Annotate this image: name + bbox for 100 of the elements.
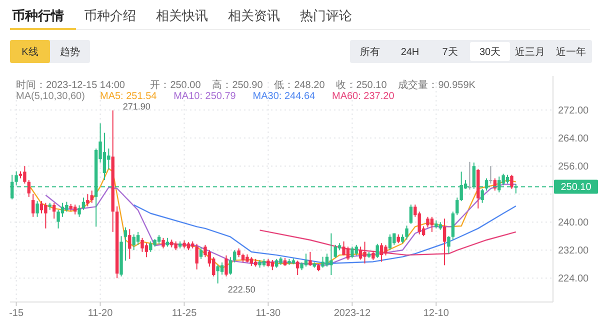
annotation: 开：250.00 — [150, 80, 202, 91]
candlestick — [346, 246, 350, 260]
candlestick — [199, 246, 203, 260]
text: 相关资讯 — [228, 8, 280, 23]
candlestick — [224, 254, 228, 277]
candlestick — [426, 216, 430, 228]
text: 币种介绍 — [84, 8, 136, 23]
legend-title: MA(5,10,30,60) — [16, 91, 85, 102]
candlestick — [376, 243, 379, 258]
candlestick — [296, 260, 300, 276]
text: 24H — [400, 47, 420, 58]
text: MA5: 251.54 — [100, 91, 158, 102]
line-series — [133, 204, 517, 264]
candlestick — [456, 197, 459, 216]
candlestick — [342, 240, 346, 256]
candlestick — [321, 256, 324, 268]
candlestick — [31, 194, 35, 218]
annotation: 时间：2023-12-15 14:00 — [16, 79, 126, 91]
ref-line-label: 250.10 — [560, 182, 592, 194]
x-tick-label: 11-30 — [256, 308, 282, 319]
candlestick — [468, 161, 472, 190]
y-tick-label: 256.00 — [558, 162, 590, 173]
candlestick — [233, 250, 236, 263]
y-tick-label: 264.00 — [558, 134, 590, 145]
candlestick — [136, 231, 140, 246]
candlestick — [102, 132, 106, 181]
candlestick — [52, 202, 56, 220]
candlestick — [358, 246, 362, 260]
candlestick — [480, 188, 484, 204]
annotation: 低：248.20 — [274, 80, 326, 91]
text: 7天 — [442, 47, 458, 58]
candlestick — [350, 246, 354, 258]
x-tick-label: 11-25 — [172, 308, 198, 319]
candlestick — [405, 225, 408, 240]
candlestick — [380, 242, 384, 262]
candlestick — [107, 148, 110, 170]
text: 相关快讯 — [156, 8, 208, 23]
annotation: 高：250.90 — [212, 79, 264, 91]
text: 所有 — [360, 46, 380, 58]
candlestick — [90, 190, 94, 204]
candlestick — [73, 204, 77, 215]
line-series — [259, 230, 517, 256]
y-tick-label: 272.00 — [558, 106, 590, 117]
candlestick — [27, 180, 30, 198]
annotation: 271.90 — [122, 101, 150, 112]
candlestick — [140, 237, 144, 252]
annotation: 222.50 — [228, 284, 256, 294]
candlestick — [40, 200, 44, 214]
text: MA60: 237.20 — [332, 91, 395, 102]
candlestick — [124, 226, 128, 262]
candlestick — [270, 259, 274, 271]
x-tick-label: 11-20 — [88, 308, 114, 319]
candlestick — [409, 204, 413, 224]
candlestick — [44, 202, 48, 229]
y-tick-label: 224.00 — [558, 274, 590, 285]
text: 热门评论 — [300, 8, 352, 23]
x-tick-label: 12-10 — [423, 308, 450, 319]
candlestick — [14, 170, 18, 186]
candlestick — [510, 174, 514, 190]
candlestick — [363, 241, 366, 264]
y-tick-label: 240.00 — [558, 218, 590, 229]
x-tick-label: -15 — [9, 308, 24, 319]
text: MA30: 244.64 — [252, 91, 316, 102]
candlestick — [308, 251, 312, 266]
candlestick — [384, 244, 388, 256]
text: 30天 — [479, 47, 501, 58]
text: 币种行情 — [11, 8, 64, 23]
candlestick — [162, 237, 165, 249]
candlestick — [228, 256, 232, 276]
text: K线 — [22, 46, 38, 58]
candlestick — [149, 240, 152, 252]
candlestick — [36, 200, 39, 218]
candlestick — [144, 242, 148, 258]
text: 近一年 — [556, 46, 586, 58]
annotation: 收：250.10 — [336, 80, 388, 91]
candlestick — [195, 243, 198, 270]
candlestick — [430, 216, 434, 232]
candlestick — [442, 218, 446, 266]
y-tick-label: 232.00 — [558, 246, 590, 257]
annotation: 成交量：90.959K — [398, 79, 476, 91]
candlestick — [447, 236, 450, 254]
candlestick — [65, 201, 68, 212]
candlestick — [334, 244, 337, 258]
candlestick — [372, 250, 375, 260]
text: MA10: 250.79 — [174, 91, 236, 102]
candlestick — [220, 262, 224, 276]
candlestick — [23, 166, 26, 184]
candlestick — [451, 211, 455, 240]
candlestick — [78, 204, 81, 218]
candlestick — [216, 264, 220, 284]
x-tick-label: 2023-12 — [334, 308, 371, 319]
candlestick — [330, 232, 333, 276]
candlestick — [86, 194, 90, 207]
text: 趋势 — [60, 46, 80, 58]
candlestick — [489, 166, 492, 184]
candlestick — [388, 234, 392, 251]
candlestick — [56, 209, 60, 229]
candlestick — [354, 244, 358, 256]
text: 近三月 — [515, 46, 545, 58]
candlestick — [128, 228, 132, 260]
